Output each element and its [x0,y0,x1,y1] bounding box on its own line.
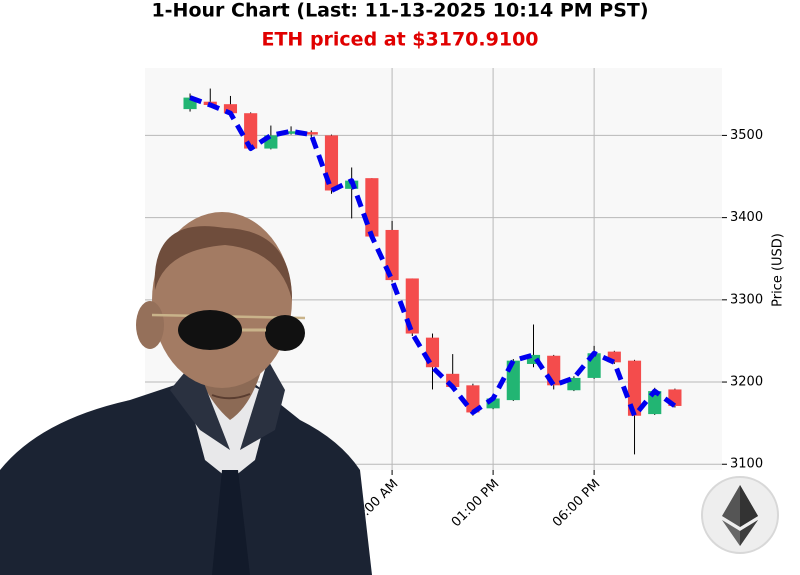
y-tick-label: 3100 [730,457,763,472]
y-tick-label: 3300 [730,292,763,307]
candle-body [244,113,258,149]
candle-body [183,97,197,110]
y-tick-label: 3500 [730,128,763,143]
candle-body [486,398,500,409]
chart-subtitle: ETH priced at $3170.9100 [261,29,538,51]
y-tick-label: 3200 [730,375,763,390]
close-line [189,95,677,419]
candle-body [627,360,642,416]
candle-body [648,391,662,415]
candle-body [526,354,541,364]
agent-figure [0,212,372,575]
candle-body [466,385,480,413]
chart-title: 1-Hour Chart (Last: 11-13-2025 10:14 PM … [151,0,648,22]
candle-body [223,104,238,114]
marks [183,88,682,455]
candle-body [365,178,379,237]
eth-logo [701,476,779,554]
y-tick-label: 3400 [730,210,763,225]
candle-body [304,132,318,135]
candle-body [607,351,621,363]
candle-body [284,131,298,134]
y-axis-label: Price (USD) [771,233,786,307]
